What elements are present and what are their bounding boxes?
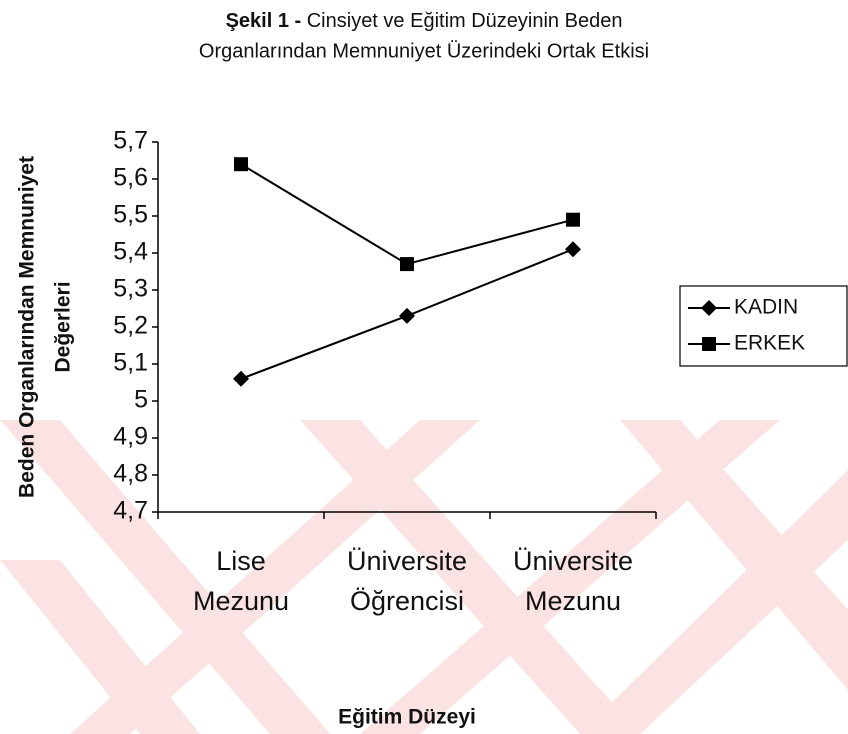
y-tick-label: 5,4	[113, 238, 148, 266]
marker	[234, 157, 248, 172]
x-tick-label: Lise	[216, 546, 266, 576]
x-tick-label: Üniversite	[347, 546, 467, 576]
x-tick-label: Mezunu	[193, 586, 289, 616]
y-tick-label: 4,9	[113, 423, 148, 451]
marker	[701, 300, 717, 316]
y-axis-label: Beden Organlarından Memnuniyet	[16, 156, 39, 498]
y-tick-label: 5,6	[113, 164, 148, 192]
marker	[565, 241, 581, 258]
figure-label: Şekil 1 -	[226, 10, 302, 32]
legend-label: KADIN	[734, 296, 798, 319]
legend-box	[679, 285, 848, 367]
y-tick-label: 5,5	[113, 201, 148, 229]
y-tick-label: 5,1	[113, 349, 148, 377]
y-tick-label: 5,7	[113, 127, 148, 155]
series-line	[240, 163, 574, 266]
chart-title: Organlarından Memnuniyet Üzerindeki Orta…	[199, 40, 649, 62]
x-axis-label: Eğitim Düzeyi	[338, 706, 476, 729]
y-tick-label: 5,2	[113, 312, 148, 340]
x-tick-label: Öğrencisi	[350, 586, 464, 616]
title-line: Cinsiyet ve Eğitim Düzeyinin Beden	[307, 10, 623, 32]
x-tick-label: Üniversite	[513, 546, 633, 576]
y-tick-label: 4,8	[113, 460, 148, 488]
marker	[399, 307, 415, 324]
y-tick-label: 5	[134, 386, 148, 414]
y-axis-label: Değerleri	[52, 281, 75, 372]
y-tick-label: 4,7	[113, 497, 148, 525]
x-tick-label: Mezunu	[525, 586, 621, 616]
y-tick-label: 5,3	[113, 275, 148, 303]
watermark	[0, 420, 848, 734]
chart-title: Şekil 1 - Cinsiyet ve Eğitim Düzeyinin B…	[226, 10, 623, 32]
marker	[566, 212, 580, 227]
marker	[702, 337, 716, 351]
marker	[233, 370, 249, 387]
marker	[400, 257, 414, 272]
legend-label: ERKEK	[734, 332, 805, 355]
